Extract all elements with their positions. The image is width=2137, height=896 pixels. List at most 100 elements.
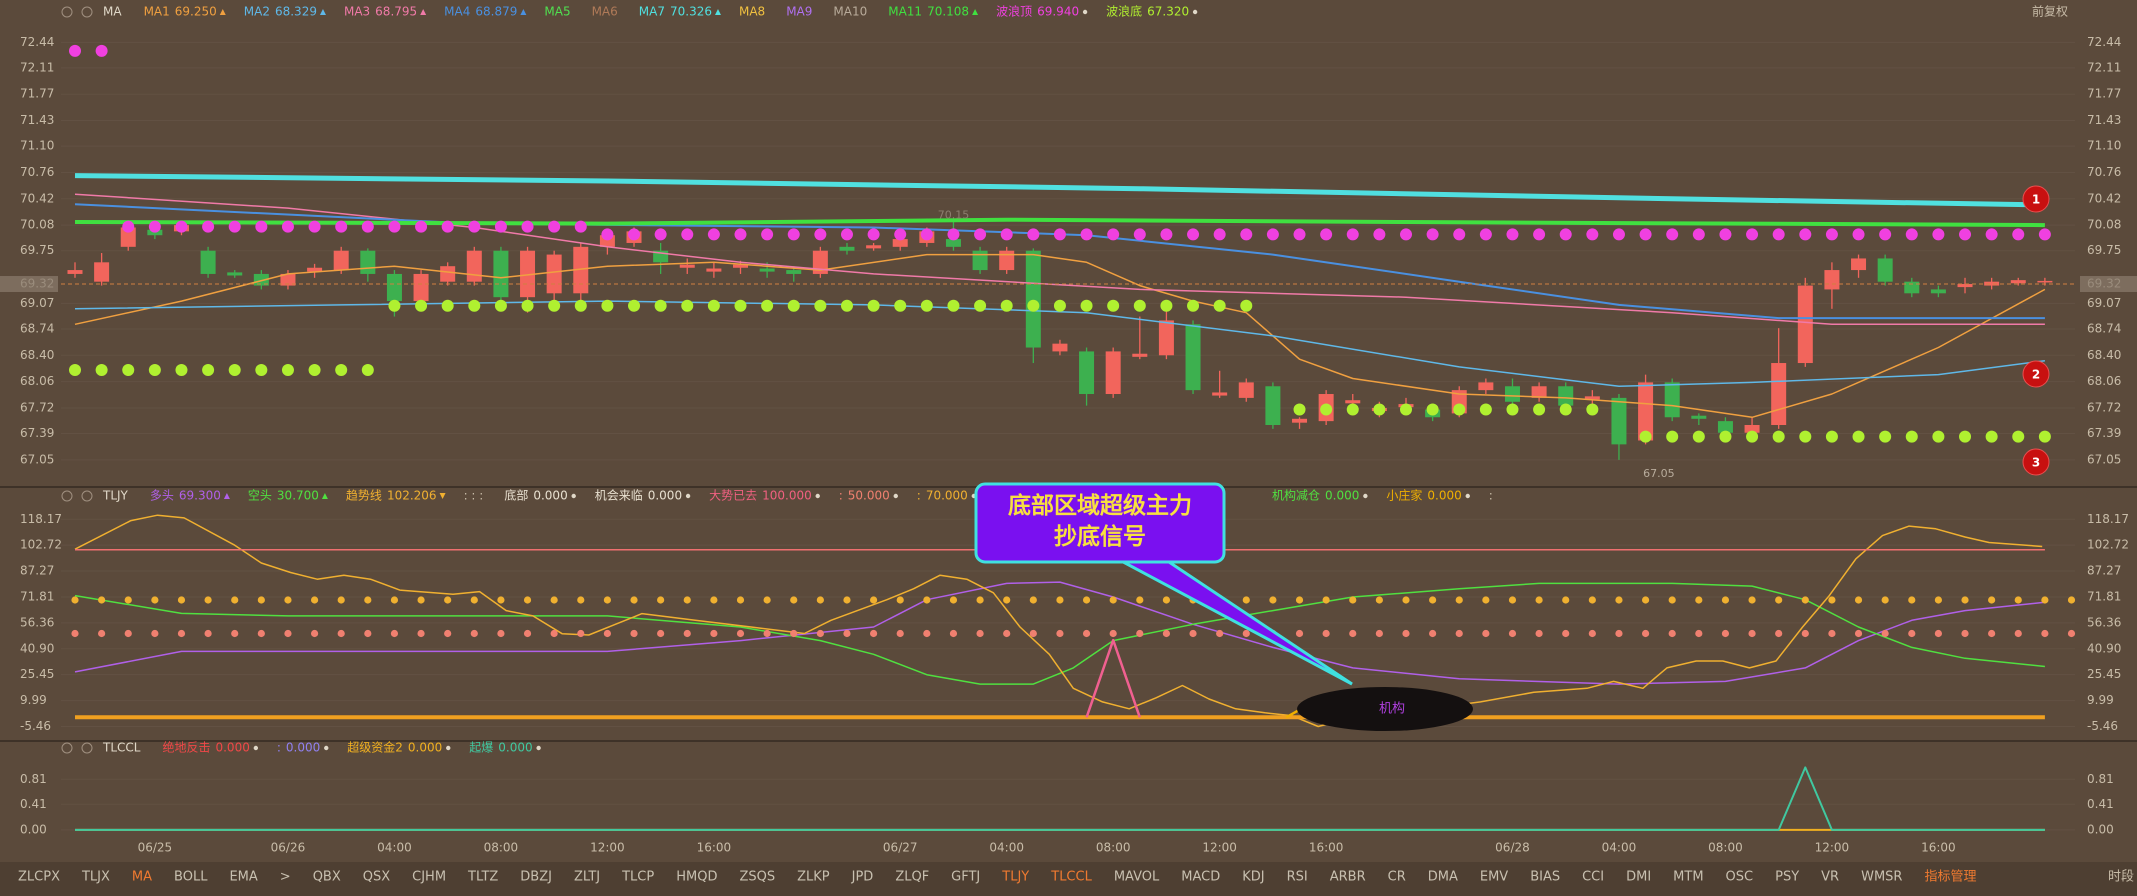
legend-name[interactable]: 超级资金2 bbox=[347, 740, 403, 755]
indicator-tab[interactable]: HMQD bbox=[676, 870, 717, 885]
legend-name[interactable]: MA9 bbox=[786, 5, 812, 19]
indicator-tab[interactable]: TLCCL bbox=[1050, 870, 1092, 885]
indicator-tab[interactable]: 指标管理 bbox=[1924, 870, 1976, 885]
y-tick-label: 102.72 bbox=[20, 538, 62, 552]
legend-name[interactable]: MA4 bbox=[444, 5, 470, 19]
legend-name[interactable]: : : : bbox=[464, 489, 484, 503]
legend-name[interactable]: 大势已去 bbox=[709, 489, 757, 503]
level-dot bbox=[1189, 629, 1197, 638]
legend-name[interactable]: MA7 bbox=[639, 5, 665, 19]
candle-body bbox=[413, 273, 429, 302]
candle-body bbox=[812, 250, 828, 274]
legend-name[interactable]: MA11 bbox=[888, 5, 922, 19]
indicator-tab[interactable]: MAVOL bbox=[1114, 870, 1160, 885]
legend-name[interactable]: MA6 bbox=[592, 5, 618, 19]
legend-name[interactable]: 趋势线 bbox=[346, 489, 382, 503]
indicator-tab[interactable]: DMA bbox=[1428, 870, 1458, 885]
indicator-tab[interactable]: MA bbox=[132, 870, 152, 885]
legend-name[interactable]: MA1 bbox=[144, 5, 170, 19]
level-dot bbox=[444, 629, 452, 638]
adjust-button[interactable]: 前复权 bbox=[2032, 4, 2068, 19]
indicator-tab[interactable]: ZLQF bbox=[895, 870, 929, 885]
price-annotation: 70.15 bbox=[938, 209, 970, 222]
legend-name[interactable]: 小庄家 bbox=[1386, 488, 1422, 503]
level-dot bbox=[870, 629, 878, 638]
settings-icon[interactable] bbox=[61, 490, 73, 502]
level-dot bbox=[1775, 629, 1783, 638]
indicator-tab[interactable]: ARBR bbox=[1330, 870, 1366, 885]
indicator-tab[interactable]: CR bbox=[1388, 870, 1406, 885]
indicator-tab[interactable]: EMA bbox=[229, 870, 257, 885]
indicator-tab[interactable]: ZLTJ bbox=[574, 870, 600, 885]
indicator-tab[interactable]: DMI bbox=[1626, 870, 1651, 885]
trend-marker bbox=[446, 745, 451, 751]
legend-name[interactable]: : bbox=[917, 489, 921, 503]
legend-name[interactable]: 波浪底 bbox=[1106, 4, 1142, 19]
indicator-tab[interactable]: > bbox=[280, 870, 291, 885]
indicator-tab[interactable]: BIAS bbox=[1530, 870, 1560, 885]
price-tag-label: 69.32 bbox=[20, 277, 54, 291]
indicator-tab[interactable]: QSX bbox=[363, 870, 390, 885]
indicator-tab[interactable]: GFTJ bbox=[951, 870, 980, 885]
legend-name[interactable]: : bbox=[1489, 489, 1493, 503]
signal-dot bbox=[1027, 299, 1040, 312]
indicator-tab[interactable]: KDJ bbox=[1242, 870, 1264, 885]
signal-dot bbox=[308, 363, 321, 376]
signal-dot bbox=[1852, 430, 1865, 443]
indicator-tab[interactable]: RSI bbox=[1287, 870, 1308, 885]
close-icon[interactable] bbox=[81, 490, 93, 502]
indicator-tab[interactable]: CJHM bbox=[412, 870, 446, 885]
candle-body bbox=[1504, 386, 1520, 402]
indicator-tab[interactable]: ZSQS bbox=[739, 870, 775, 885]
indicator-tab[interactable]: EMV bbox=[1480, 870, 1508, 885]
level-dot bbox=[2041, 629, 2049, 638]
close-icon[interactable] bbox=[81, 6, 93, 18]
legend-name[interactable]: 绝地反击 bbox=[162, 740, 210, 755]
close-icon[interactable] bbox=[81, 742, 93, 754]
legend-name[interactable]: 机会来临 bbox=[595, 489, 643, 503]
y-tick-label: 70.76 bbox=[20, 165, 54, 179]
y-tick-label: 71.10 bbox=[2087, 139, 2121, 153]
legend-name[interactable]: MA10 bbox=[833, 5, 867, 19]
legend-name[interactable]: 底部 bbox=[504, 488, 528, 503]
signal-dot bbox=[734, 228, 747, 241]
candle-body bbox=[1238, 382, 1254, 398]
indicator-tab[interactable]: CCI bbox=[1582, 870, 1604, 885]
legend-name[interactable]: : bbox=[277, 741, 281, 755]
indicator-tab[interactable]: WMSR bbox=[1861, 870, 1902, 885]
badge bbox=[2022, 185, 2050, 213]
legend-name[interactable]: 起爆 bbox=[469, 741, 493, 755]
indicator-tab[interactable]: BOLL bbox=[174, 870, 208, 885]
legend-name[interactable]: 空头 bbox=[248, 489, 272, 503]
legend-name[interactable]: MA2 bbox=[244, 5, 270, 19]
indicator-tab[interactable]: PSY bbox=[1775, 870, 1799, 885]
legend-name[interactable]: MA3 bbox=[344, 5, 370, 19]
settings-icon[interactable] bbox=[61, 742, 73, 754]
indicator-tab[interactable]: QBX bbox=[313, 870, 341, 885]
legend-name[interactable]: MA5 bbox=[544, 5, 570, 19]
legend-name[interactable]: 机构减仓 bbox=[1272, 488, 1320, 503]
indicator-tab[interactable]: MTM bbox=[1673, 870, 1703, 885]
period-button[interactable]: 时段 bbox=[2108, 870, 2134, 885]
signal-dot bbox=[867, 299, 880, 312]
level-dot bbox=[310, 596, 319, 604]
indicator-tab[interactable]: MACD bbox=[1181, 870, 1220, 885]
candle-body bbox=[67, 270, 83, 274]
indicator-tab[interactable]: TLJY bbox=[1001, 870, 1029, 885]
indicator-tab[interactable]: VR bbox=[1821, 870, 1839, 885]
legend-name[interactable]: 多头 bbox=[150, 489, 174, 503]
settings-icon[interactable] bbox=[61, 6, 73, 18]
y-tick-label: 0.41 bbox=[2087, 797, 2114, 811]
legend-name[interactable]: 波浪顶 bbox=[996, 4, 1032, 19]
indicator-tab[interactable]: JPD bbox=[851, 870, 874, 885]
indicator-tab[interactable]: ZLCPX bbox=[18, 870, 60, 885]
indicator-tab[interactable]: TLJX bbox=[81, 870, 110, 885]
indicator-tab[interactable]: DBZJ bbox=[520, 870, 552, 885]
indicator-tab[interactable]: OSC bbox=[1726, 870, 1754, 885]
indicator-tab[interactable]: TLTZ bbox=[467, 870, 498, 885]
legend-name[interactable]: MA8 bbox=[739, 5, 765, 19]
legend-name[interactable]: : bbox=[839, 489, 843, 503]
indicator-tab[interactable]: ZLKP bbox=[797, 870, 830, 885]
signal-dot bbox=[1799, 228, 1812, 241]
indicator-tab[interactable]: TLCP bbox=[621, 870, 654, 885]
